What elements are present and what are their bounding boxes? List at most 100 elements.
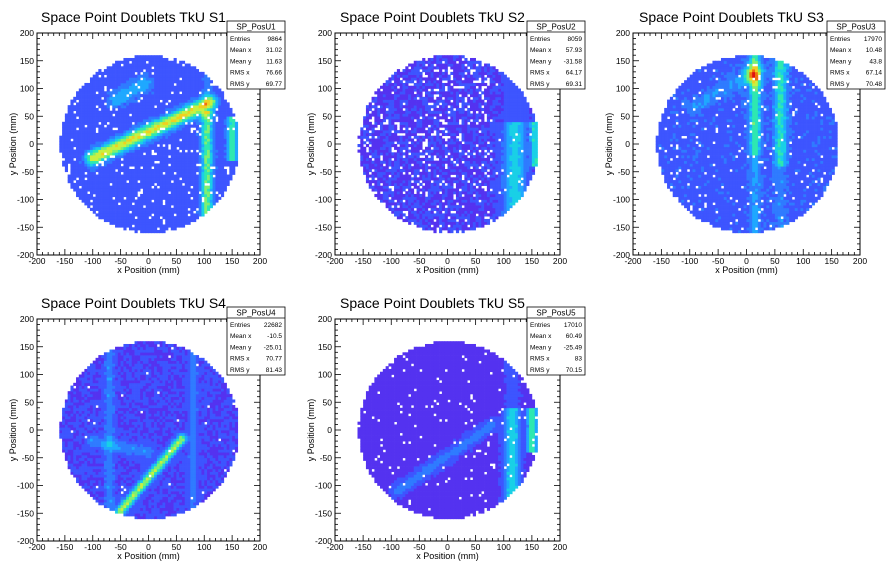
heatmap-cell (148, 82, 152, 87)
heatmap-cell (170, 177, 174, 181)
heatmap-cell (173, 224, 177, 228)
heatmap-cell (413, 94, 417, 98)
heatmap-cell (173, 144, 177, 148)
heatmap-cell (444, 202, 448, 206)
heatmap-cell (148, 188, 152, 192)
heatmap-cell (209, 124, 213, 128)
heatmap-cell (78, 182, 82, 186)
heatmap-cell (413, 85, 417, 89)
heatmap-cell (131, 168, 135, 173)
heatmap-cell (201, 152, 205, 156)
heatmap-cell (64, 124, 69, 128)
heatmap-cell (402, 119, 406, 123)
heatmap-cell (179, 144, 183, 148)
heatmap-cell (145, 94, 149, 98)
heatmap-cell (81, 141, 85, 145)
heatmap-cell (380, 132, 384, 137)
heatmap-cell (190, 69, 194, 73)
heatmap-cell (204, 152, 208, 156)
heatmap-cell (385, 155, 389, 159)
heatmap-cell (120, 152, 124, 156)
heatmap-cell (101, 135, 105, 139)
heatmap-cell (165, 80, 169, 84)
heatmap-cell (151, 60, 155, 64)
heatmap-cell (198, 85, 202, 89)
heatmap-cell (464, 149, 468, 153)
heatmap-cell (410, 121, 415, 125)
heatmap-cell (145, 63, 149, 67)
heatmap-cell (455, 160, 460, 164)
heatmap-cell (215, 91, 219, 95)
heatmap-cell (126, 182, 130, 186)
heatmap-cell (170, 227, 174, 231)
heatmap-cell (120, 218, 124, 223)
heatmap-cell (117, 182, 121, 186)
heatmap-cell (220, 105, 225, 109)
heatmap-cell (154, 71, 158, 75)
heatmap-cell (98, 193, 102, 198)
heatmap-cell (198, 102, 202, 106)
heatmap-cell (209, 152, 213, 156)
heatmap-cell (447, 207, 451, 211)
heatmap-cell (433, 60, 437, 64)
heatmap-cell (134, 85, 138, 89)
heatmap-cell (193, 74, 197, 78)
heatmap-cell (156, 55, 160, 59)
heatmap-cell (168, 77, 172, 81)
heatmap-cell (234, 157, 239, 162)
heatmap-cell (450, 60, 454, 64)
heatmap-cell (181, 205, 186, 209)
heatmap-cell (215, 160, 219, 164)
heatmap-cell (207, 80, 211, 84)
heatmap-cell (184, 174, 188, 178)
heatmap-cell (444, 71, 448, 75)
heatmap-cell (134, 177, 138, 181)
heatmap-cell (458, 185, 462, 189)
heatmap-cell (173, 185, 177, 189)
heatmap-cell (162, 132, 166, 137)
heatmap-cell (148, 138, 152, 142)
heatmap-cell (218, 94, 222, 98)
heatmap-cell (59, 144, 63, 148)
heatmap-cell (223, 124, 227, 128)
heatmap-cell (218, 155, 222, 159)
heatmap-cell (109, 207, 113, 211)
heatmap-cell (396, 96, 401, 100)
y-tick-label: -50 (22, 167, 35, 177)
heatmap-cell (430, 199, 434, 203)
heatmap-cell (81, 152, 85, 156)
heatmap-cell (382, 102, 386, 106)
heatmap-cell (131, 119, 135, 123)
heatmap-cell (223, 116, 227, 120)
heatmap-cell (450, 119, 454, 123)
heatmap-cell (120, 196, 124, 200)
heatmap-cell (223, 119, 227, 123)
heatmap-cell (396, 188, 401, 192)
heatmap-cell (455, 210, 460, 214)
heatmap-cell (142, 202, 147, 206)
heatmap-cell (464, 221, 468, 225)
heatmap-cell (467, 199, 471, 203)
heatmap-cell (215, 174, 219, 178)
heatmap-cell (195, 99, 200, 103)
heatmap-cell (405, 113, 409, 117)
heatmap-cell (117, 105, 121, 109)
heatmap-cell (461, 171, 465, 175)
heatmap-cell (176, 74, 180, 78)
heatmap-cell (184, 205, 188, 209)
heatmap-cell (190, 66, 194, 70)
heatmap-cell (115, 121, 119, 125)
heatmap-cell (98, 91, 102, 95)
heatmap-cell (201, 174, 205, 178)
heatmap-cell (131, 80, 135, 84)
heatmap-cell (226, 119, 230, 123)
heatmap-cell (223, 146, 227, 150)
heatmap-cell (145, 149, 149, 153)
heatmap-cell (73, 99, 77, 103)
heatmap-cell (394, 74, 398, 78)
heatmap-cell (427, 174, 431, 178)
heatmap-cell (148, 57, 152, 62)
heatmap-cell (204, 110, 208, 114)
heatmap-cell (140, 121, 144, 125)
heatmap-cell (123, 91, 127, 95)
